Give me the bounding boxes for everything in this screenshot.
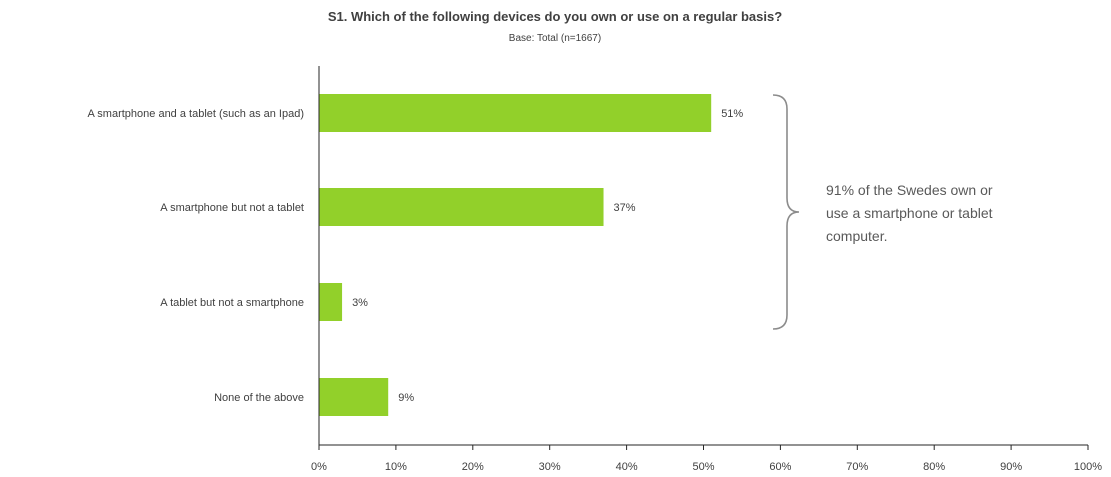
- x-tick-label-5: 50%: [692, 461, 714, 473]
- x-tick-label-9: 90%: [1000, 461, 1022, 473]
- bar-1: [319, 94, 712, 132]
- x-tick-label-4: 40%: [616, 461, 638, 473]
- category-label-4: None of the above: [214, 392, 304, 404]
- x-tick-label-3: 30%: [539, 461, 561, 473]
- value-label-4: 9%: [398, 392, 414, 404]
- annotation-text-line-2: use a smartphone or tablet: [826, 205, 993, 221]
- bar-3: [319, 283, 343, 321]
- x-tick-label-2: 20%: [462, 461, 484, 473]
- annotation-group: 91% of the Swedes own or use a smartphone…: [772, 94, 993, 330]
- chart-subtitle: Base: Total (n=1667): [509, 33, 601, 44]
- x-tick-label-7: 70%: [846, 461, 868, 473]
- chart-title: S1. Which of the following devices do yo…: [328, 9, 782, 24]
- value-label-2: 37%: [614, 202, 636, 214]
- labels-group: A smartphone and a tablet (such as an Ip…: [88, 108, 744, 404]
- bar-2: [319, 188, 604, 226]
- x-tick-label-6: 60%: [769, 461, 791, 473]
- axis-group: 0% 10% 20% 30% 40% 50% 60% 70% 80% 90% 100%: [311, 66, 1102, 473]
- annotation-bracket: [772, 94, 800, 330]
- category-label-1: A smartphone and a tablet (such as an Ip…: [88, 108, 304, 120]
- annotation-text-line-1: 91% of the Swedes own or: [826, 182, 993, 198]
- bar-4: [319, 378, 389, 416]
- category-label-2: A smartphone but not a tablet: [160, 202, 304, 214]
- annotation-text-line-3: computer.: [826, 228, 887, 244]
- bars-group: [319, 94, 712, 416]
- value-label-1: 51%: [721, 108, 743, 120]
- x-tick-label-1: 10%: [385, 461, 407, 473]
- value-label-3: 3%: [352, 297, 368, 309]
- x-tick-label-0: 0%: [311, 461, 327, 473]
- category-label-3: A tablet but not a smartphone: [160, 297, 304, 309]
- x-tick-label-8: 80%: [923, 461, 945, 473]
- x-tick-label-10: 100%: [1074, 461, 1102, 473]
